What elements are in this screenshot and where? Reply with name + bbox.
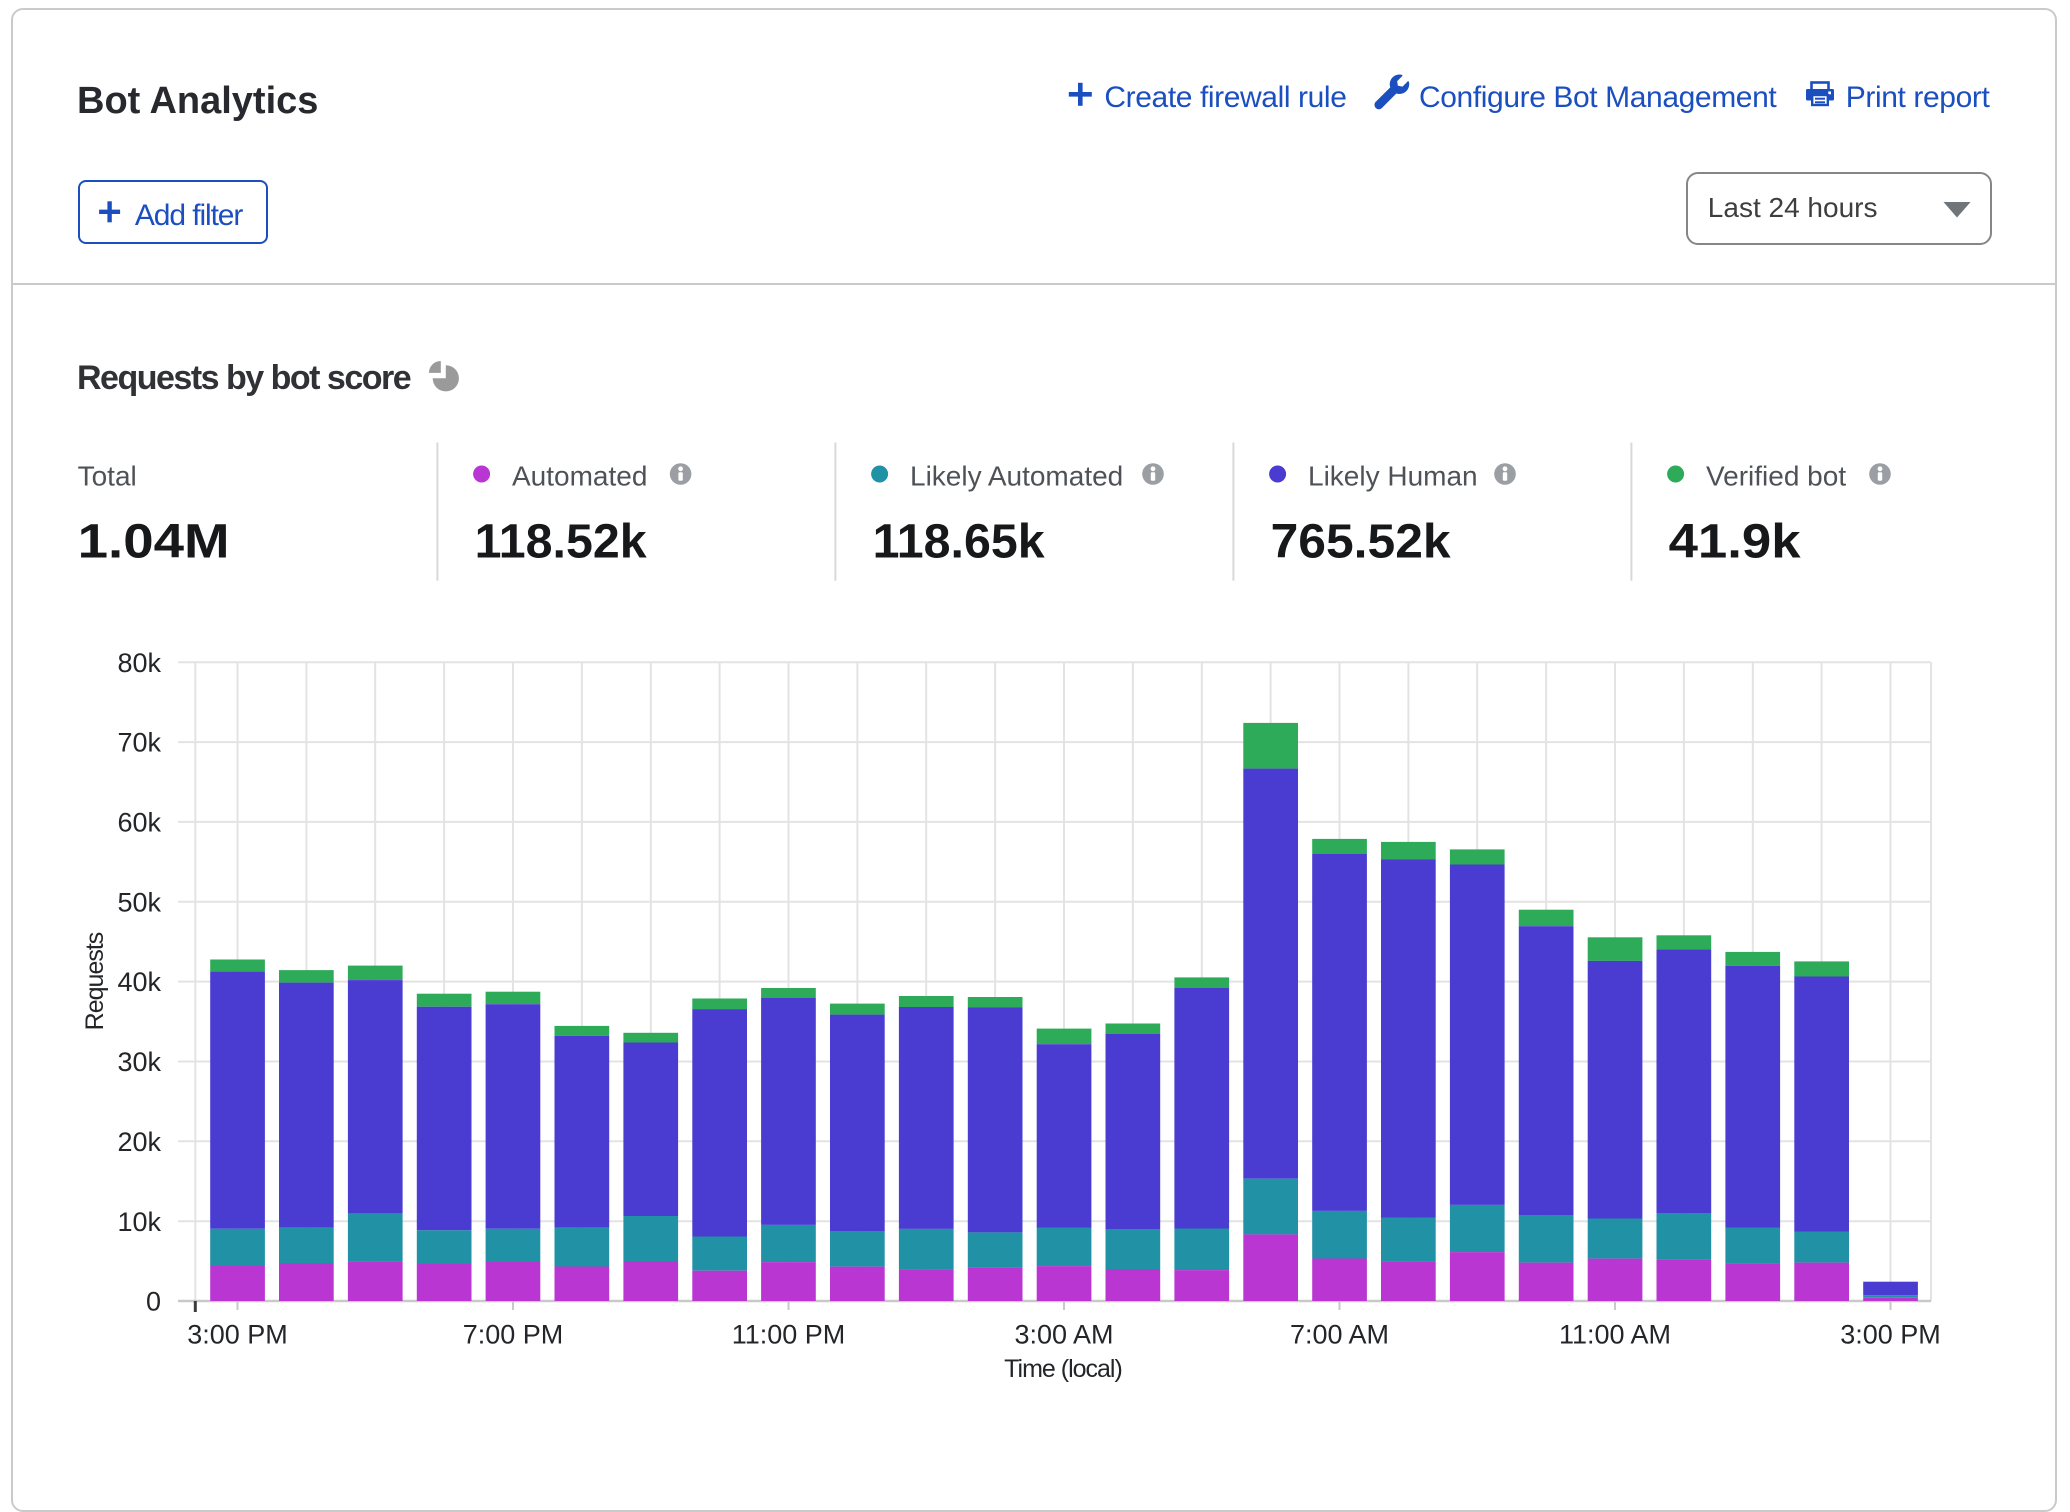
svg-text:50k: 50k [117, 887, 161, 917]
svg-text:11:00 AM: 11:00 AM [1559, 1320, 1671, 1350]
svg-text:7:00 AM: 7:00 AM [1290, 1320, 1389, 1350]
svg-text:20k: 20k [117, 1127, 161, 1157]
svg-text:Likely Automated: Likely Automated [910, 460, 1123, 491]
svg-text:3:00 AM: 3:00 AM [1014, 1320, 1113, 1350]
svg-text:765.52k: 765.52k [1271, 516, 1451, 569]
svg-text:Time (local): Time (local) [1004, 1355, 1122, 1383]
svg-text:60k: 60k [117, 808, 161, 838]
svg-text:Requests: Requests [81, 932, 109, 1030]
svg-text:40k: 40k [117, 967, 161, 997]
svg-text:41.9k: 41.9k [1669, 516, 1801, 569]
svg-text:1.04M: 1.04M [78, 516, 230, 569]
svg-text:Automated: Automated [512, 460, 647, 491]
svg-text:3:00 PM: 3:00 PM [1840, 1320, 1941, 1350]
svg-text:11:00 PM: 11:00 PM [732, 1320, 846, 1350]
svg-text:Likely Human: Likely Human [1308, 460, 1478, 491]
svg-text:0: 0 [146, 1287, 161, 1317]
svg-text:30k: 30k [117, 1047, 161, 1077]
svg-text:7:00 PM: 7:00 PM [463, 1320, 564, 1350]
svg-text:3:00 PM: 3:00 PM [187, 1320, 288, 1350]
svg-text:118.65k: 118.65k [873, 516, 1045, 569]
svg-text:80k: 80k [117, 648, 161, 678]
svg-text:70k: 70k [117, 728, 161, 758]
svg-text:Verified bot: Verified bot [1706, 460, 1846, 491]
svg-text:Total: Total [78, 460, 137, 491]
svg-text:118.52k: 118.52k [475, 516, 647, 569]
svg-text:10k: 10k [117, 1207, 161, 1237]
